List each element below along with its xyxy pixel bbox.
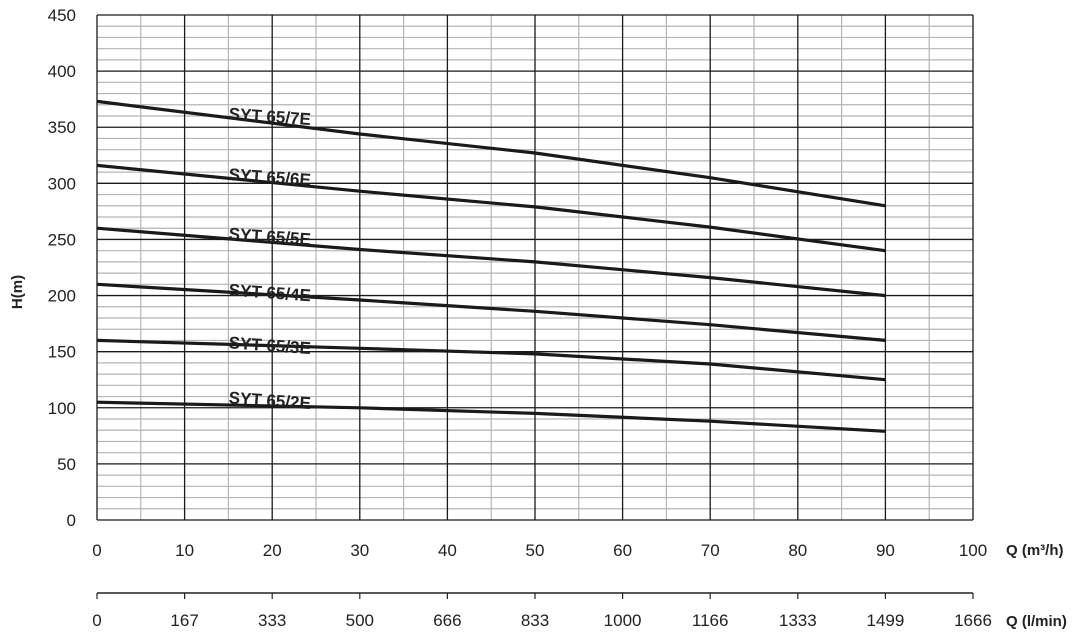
series-label: SYT 65/3E: [228, 333, 311, 358]
x-tick-label: 10: [175, 541, 194, 560]
secondary-x-tick-label: 1666: [954, 611, 992, 630]
y-tick-label: 400: [48, 62, 76, 81]
secondary-x-tick-label: 333: [258, 611, 286, 630]
series-line: [96, 282, 886, 342]
secondary-x-axis-ticks: 0 167 333 500 666 833 1000 1166 1333 1499 1666: [92, 593, 992, 630]
secondary-x-tick-label: 1333: [779, 611, 817, 630]
secondary-x-tick-label: 500: [346, 611, 374, 630]
x-tick-label: 100: [959, 541, 987, 560]
series-line: [96, 163, 886, 253]
secondary-x-tick-label: 0: [92, 611, 101, 630]
y-tick-label: 450: [48, 6, 76, 25]
y-tick-label: 200: [48, 287, 76, 306]
secondary-x-tick-label: 1000: [604, 611, 642, 630]
secondary-x-tick-label: 167: [170, 611, 198, 630]
secondary-x-axis-label: Q (l/min): [1006, 613, 1067, 630]
x-tick-label: 50: [526, 541, 545, 560]
series-line: [96, 400, 886, 433]
x-tick-label: 0: [92, 541, 101, 560]
secondary-x-tick-label: 666: [433, 611, 461, 630]
x-tick-label: 90: [876, 541, 895, 560]
x-tick-label: 80: [788, 541, 807, 560]
series-lines: [96, 99, 886, 433]
x-tick-label: 20: [263, 541, 282, 560]
x-axis-label: Q (m³/h): [1006, 542, 1064, 559]
y-tick-label: 250: [48, 230, 76, 249]
x-tick-label: 40: [438, 541, 457, 560]
y-tick-label: 350: [48, 118, 76, 137]
series-line: [96, 338, 886, 382]
y-axis-ticks: 0 50 100 150 200 250 300 350 400 450: [48, 6, 76, 530]
x-axis-ticks: 0 10 20 30 40 50 60 70 80 90 100: [92, 541, 987, 560]
series-line: [96, 99, 886, 208]
series-line: [96, 226, 886, 298]
secondary-x-tick-label: 833: [521, 611, 549, 630]
series-label: SYT 65/6E: [228, 165, 311, 190]
y-tick-label: 50: [57, 455, 76, 474]
x-tick-label: 60: [613, 541, 632, 560]
y-tick-label: 300: [48, 174, 76, 193]
y-tick-label: 150: [48, 343, 76, 362]
series-label: SYT 65/2E: [228, 388, 311, 413]
secondary-x-tick-label: 1499: [866, 611, 904, 630]
series-label: SYT 65/7E: [228, 104, 311, 129]
y-tick-label: 100: [48, 399, 76, 418]
x-tick-label: 70: [701, 541, 720, 560]
y-tick-label: 0: [67, 511, 76, 530]
major-grid: [96, 14, 974, 521]
y-axis-label: H(m): [9, 275, 26, 309]
x-tick-label: 30: [350, 541, 369, 560]
secondary-x-tick-label: 1166: [692, 611, 729, 630]
